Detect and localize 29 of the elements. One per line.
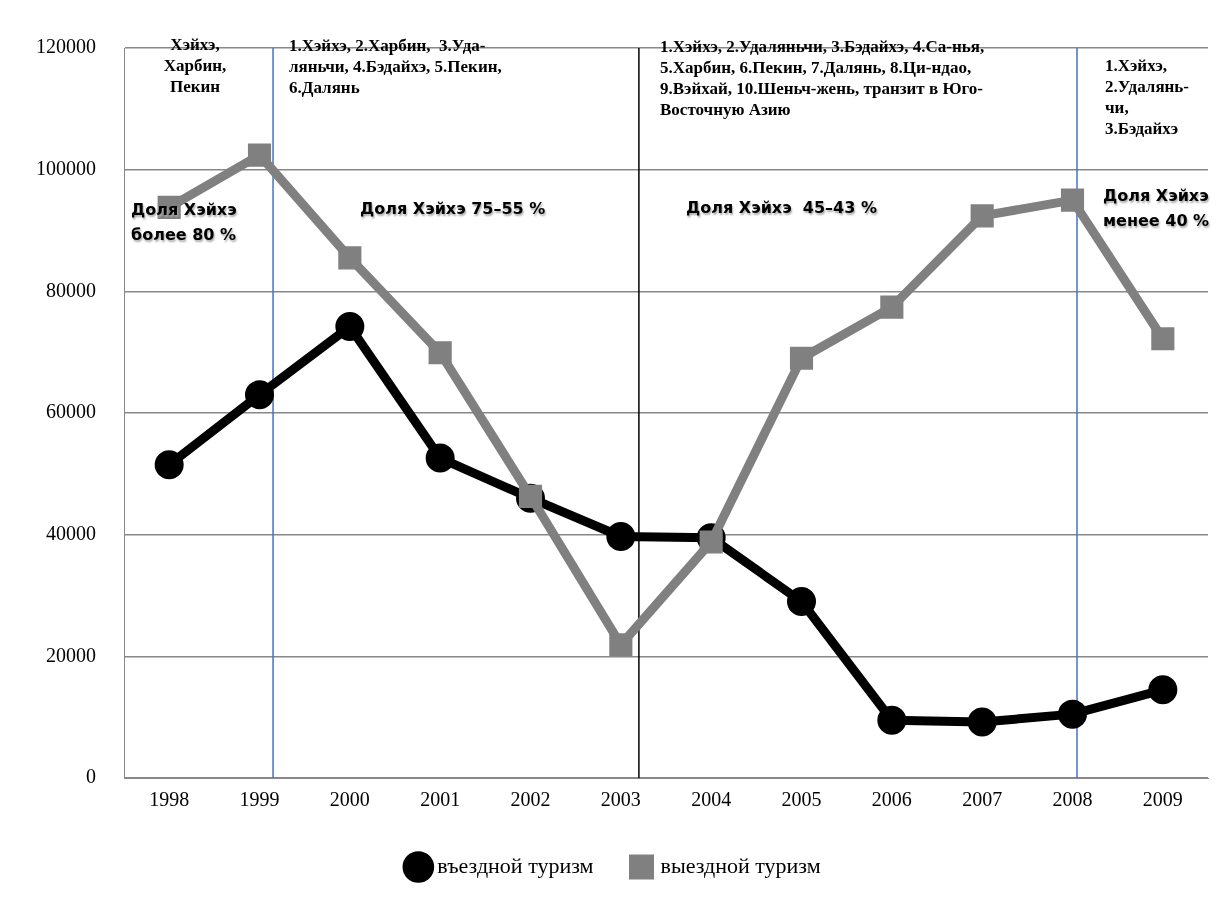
y-tick-label: 40000 xyxy=(46,521,96,544)
x-tick-label: 2006 xyxy=(871,788,912,811)
x-tick-label: 2007 xyxy=(962,788,1003,811)
annotation: 1.Хэйхэ, 2.Удалянь- чи, 3.Бэдайхэ xyxy=(1105,55,1190,139)
annotation: Хэйхэ, Харбин, Пекин xyxy=(163,34,227,97)
x-tick-label: 1998 xyxy=(149,788,190,811)
legend-label: въездной туризм xyxy=(437,852,594,878)
y-tick-label: 120000 xyxy=(36,35,96,58)
annotation: Доля Хэйхэ 75–55 % xyxy=(360,198,546,220)
annotation: 1.Хэйхэ, 2.Удаляньчи, 3.Бэдайхэ, 4.Са-нья, 5.Харбин, 6.Пекин, 7.Далянь, 8.Ци-ндао, 9.Вэйхай, 10.Шеньч-жень, транзит в Юго- Восточную Азию xyxy=(660,36,985,120)
y-tick-label: 60000 xyxy=(46,400,96,423)
y-tick-label: 80000 xyxy=(46,278,96,301)
y-tick-label: 20000 xyxy=(46,643,96,666)
legend-label: выездной туризм xyxy=(660,852,821,878)
x-tick-label: 1999 xyxy=(239,788,280,811)
x-tick-label: 2004 xyxy=(691,788,732,811)
x-tick-label: 2005 xyxy=(781,788,822,811)
x-tick-label: 2003 xyxy=(600,788,641,811)
annotation: Доля Хэйхэ 45–43 % xyxy=(686,197,877,219)
x-tick-label: 2002 xyxy=(510,788,551,811)
annotation: Доля Хэйхэ менее 40 % xyxy=(1103,185,1210,232)
x-tick-label: 2008 xyxy=(1052,788,1093,811)
annotation: Доля Хэйхэ более 80 % xyxy=(131,199,237,246)
x-tick-label: 2000 xyxy=(329,788,370,811)
annotation: 1.Хэйхэ, 2.Харбин, 3.Уда- ляньчи, 4.Бэдайхэ, 5.Пекин, 6.Далянь xyxy=(289,35,502,98)
x-tick-label: 2009 xyxy=(1142,788,1183,811)
x-tick-label: 2001 xyxy=(420,788,461,811)
y-tick-label: 0 xyxy=(86,765,96,788)
y-tick-label: 100000 xyxy=(36,156,96,179)
